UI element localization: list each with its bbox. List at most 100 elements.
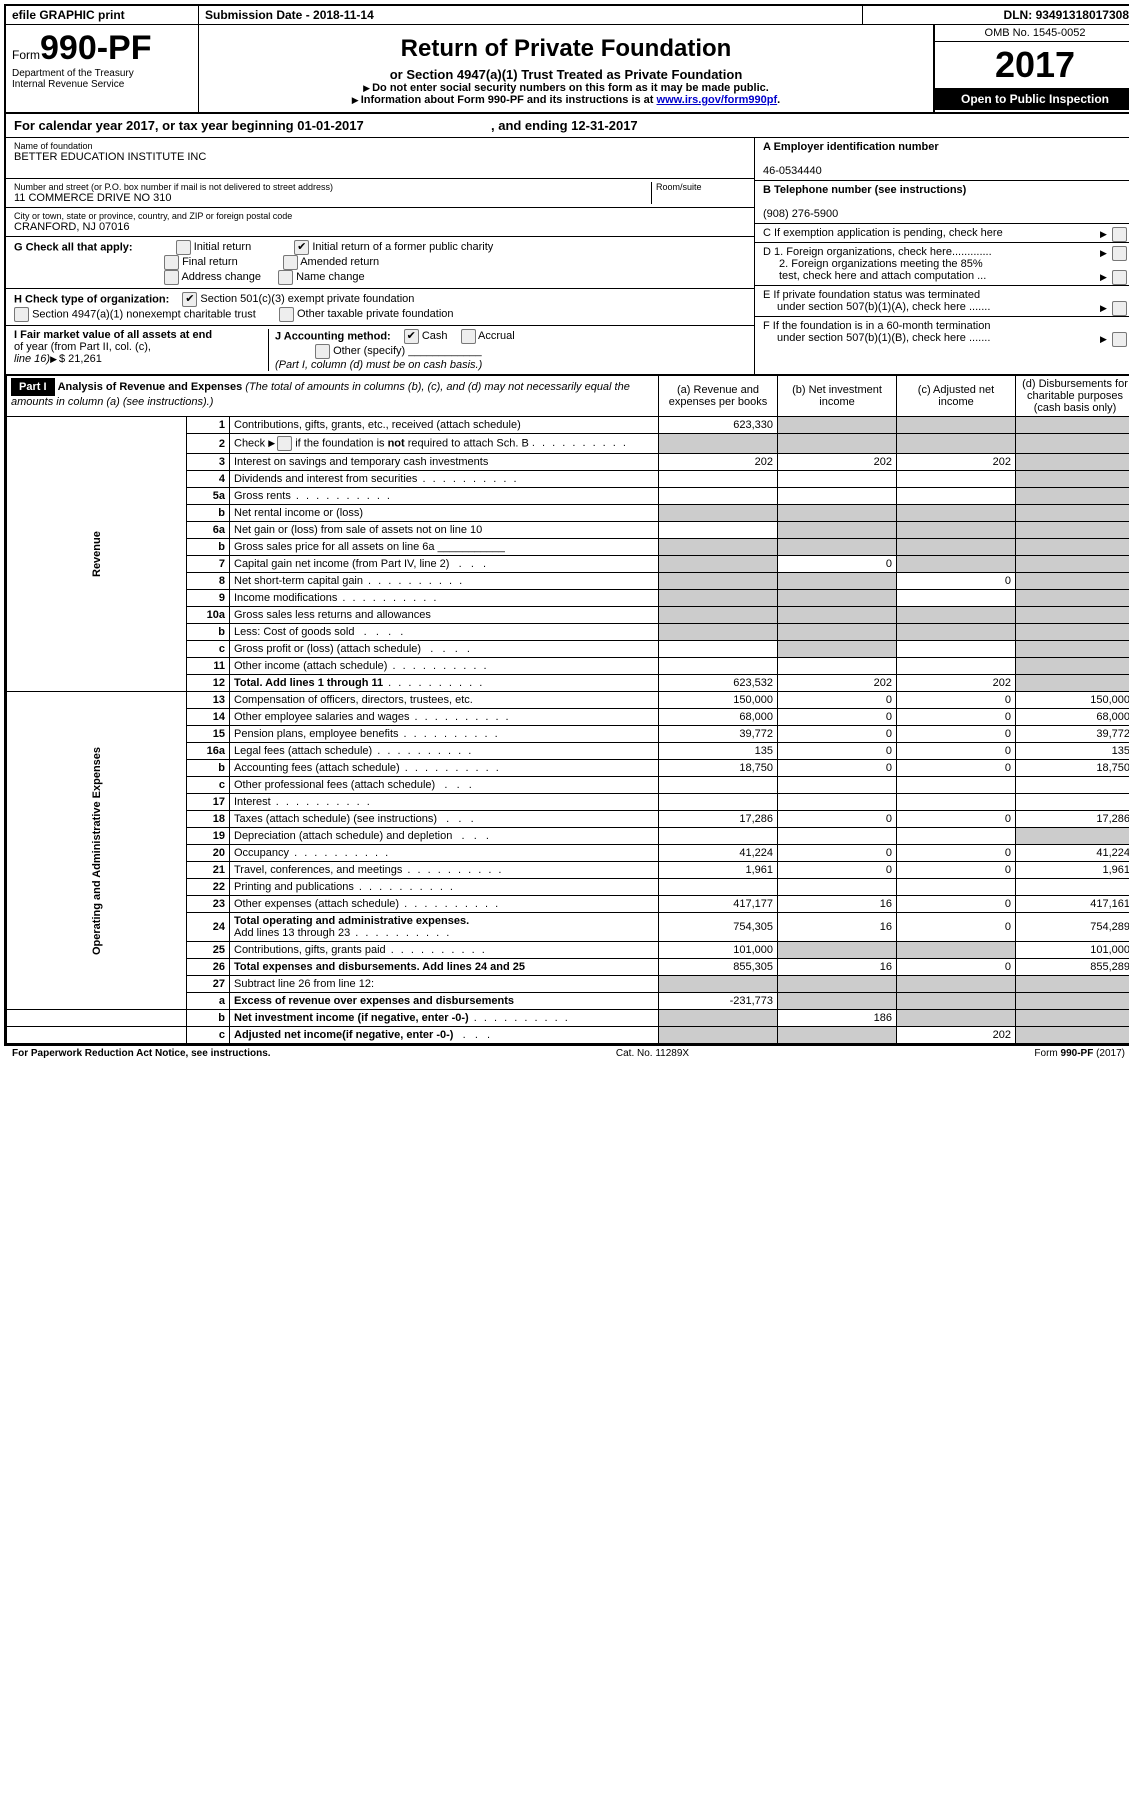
- val-c: [897, 590, 1016, 607]
- line-num: 23: [187, 896, 230, 913]
- f-checkbox[interactable]: [1112, 332, 1127, 347]
- val-a: -231,773: [659, 993, 778, 1010]
- line-num: 18: [187, 811, 230, 828]
- val-c: 0: [897, 811, 1016, 828]
- h-501c3-checkbox[interactable]: [182, 292, 197, 307]
- val-d: [1016, 777, 1129, 794]
- val-b: [778, 828, 897, 845]
- final-return-checkbox[interactable]: [164, 255, 179, 270]
- r19d: Depreciation (attach schedule) and deple…: [234, 830, 452, 842]
- dots: [372, 745, 473, 757]
- dots: [417, 473, 518, 485]
- dln-label: DLN:: [1004, 8, 1033, 22]
- form-header: Form990-PF Department of the Treasury In…: [6, 25, 1129, 114]
- val-d: 101,000: [1016, 942, 1129, 959]
- part1-label: Part I: [11, 378, 55, 396]
- val-c: 0: [897, 845, 1016, 862]
- e-checkbox[interactable]: [1112, 301, 1127, 316]
- r2-pre: Check: [234, 437, 268, 449]
- addr-change-checkbox[interactable]: [164, 270, 179, 285]
- val-b: 0: [778, 760, 897, 777]
- dots: [383, 677, 484, 689]
- val-d: [1016, 454, 1129, 471]
- line-num: 8: [187, 573, 230, 590]
- line-desc: Subtract line 26 from line 12:: [230, 976, 659, 993]
- val-a: 101,000: [659, 942, 778, 959]
- e-line1: E If private foundation status was termi…: [763, 289, 980, 301]
- val-a: [659, 641, 778, 658]
- form-subtitle: or Section 4947(a)(1) Trust Treated as P…: [205, 67, 927, 82]
- line-desc: Capital gain net income (from Part IV, l…: [230, 556, 659, 573]
- val-b: 0: [778, 726, 897, 743]
- r18d: Taxes (attach schedule) (see instruction…: [234, 813, 437, 825]
- line-desc: Gross sales price for all assets on line…: [230, 539, 659, 556]
- ein-value: 46-0534440: [763, 165, 822, 177]
- header-left: Form990-PF Department of the Treasury In…: [6, 25, 199, 112]
- line-desc: Check if the foundation is not required …: [230, 434, 659, 454]
- val-b: [778, 624, 897, 641]
- val-d: [1016, 641, 1129, 658]
- g-final: Final return: [182, 256, 238, 268]
- r27bd: Net investment income (if negative, ente…: [234, 1012, 469, 1024]
- r20d: Occupancy: [234, 847, 289, 859]
- val-d: 417,161: [1016, 896, 1129, 913]
- line-num: c: [187, 1027, 230, 1044]
- j-other-checkbox[interactable]: [315, 344, 330, 359]
- j-accrual-checkbox[interactable]: [461, 329, 476, 344]
- r25d: Contributions, gifts, grants paid: [234, 944, 386, 956]
- r16cd: Other professional fees (attach schedule…: [234, 779, 435, 791]
- dots: [469, 1012, 570, 1024]
- expenses-side-label: Operating and Administrative Expenses: [7, 692, 187, 1010]
- val-d: [1016, 658, 1129, 675]
- initial-former-checkbox[interactable]: [294, 240, 309, 255]
- arrow-icon: [352, 94, 361, 106]
- line-num: 13: [187, 692, 230, 709]
- val-b: [778, 607, 897, 624]
- val-a: [659, 522, 778, 539]
- irs-link[interactable]: www.irs.gov/form990pf: [657, 94, 778, 106]
- j-accrual: Accrual: [478, 330, 515, 342]
- val-d: [1016, 573, 1129, 590]
- schb-checkbox[interactable]: [277, 436, 292, 451]
- h-other-checkbox[interactable]: [279, 307, 294, 322]
- val-a: [659, 1027, 778, 1044]
- val-a: [659, 777, 778, 794]
- val-b: 16: [778, 913, 897, 942]
- r14d: Other employee salaries and wages: [234, 711, 409, 723]
- dots: [399, 898, 500, 910]
- d2-checkbox[interactable]: [1112, 270, 1127, 285]
- d1-checkbox[interactable]: [1112, 246, 1127, 261]
- val-d: 135: [1016, 743, 1129, 760]
- line-num: 15: [187, 726, 230, 743]
- val-c: [897, 556, 1016, 573]
- r15d: Pension plans, employee benefits: [234, 728, 399, 740]
- c-checkbox[interactable]: [1112, 227, 1127, 242]
- val-c: 202: [897, 675, 1016, 692]
- val-b: [778, 777, 897, 794]
- initial-return-checkbox[interactable]: [176, 240, 191, 255]
- line-num: 4: [187, 471, 230, 488]
- amended-checkbox[interactable]: [283, 255, 298, 270]
- name-change-checkbox[interactable]: [278, 270, 293, 285]
- line-num: 1: [187, 417, 230, 434]
- val-c: [897, 539, 1016, 556]
- val-b: 0: [778, 811, 897, 828]
- efile-cell: efile GRAPHIC print: [6, 6, 199, 25]
- tel-value: (908) 276-5900: [763, 208, 838, 220]
- val-b: [778, 417, 897, 434]
- val-c: 202: [897, 1027, 1016, 1044]
- val-c: [897, 624, 1016, 641]
- g-initial-former: Initial return of a former public charit…: [312, 241, 493, 253]
- val-b: 202: [778, 454, 897, 471]
- line-desc: Other income (attach schedule): [230, 658, 659, 675]
- box-j: J Accounting method: Cash Accrual Other …: [269, 329, 746, 371]
- j-cash-checkbox[interactable]: [404, 329, 419, 344]
- val-c: [897, 777, 1016, 794]
- val-b: 16: [778, 896, 897, 913]
- h-4947-checkbox[interactable]: [14, 307, 29, 322]
- arrow-icon: [1100, 271, 1109, 283]
- val-d: [1016, 828, 1129, 845]
- line-num: 17: [187, 794, 230, 811]
- g-addr-change: Address change: [181, 271, 261, 283]
- val-a: 1,961: [659, 862, 778, 879]
